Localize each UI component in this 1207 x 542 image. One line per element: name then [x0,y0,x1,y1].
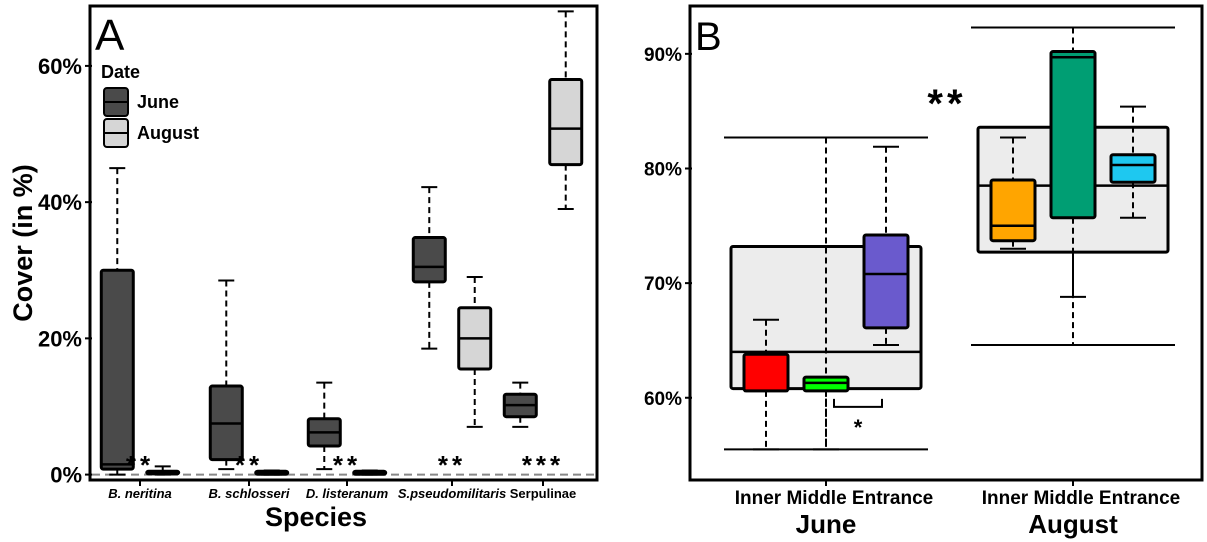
panel-a-significance: ** [126,450,154,480]
panel-b-ytick-label: 60% [644,389,682,410]
panel-b-label: B [695,15,722,59]
panel-a-significance: ** [438,450,466,480]
panel-a-xlabel: Species [265,502,367,532]
panel-a-ytick-label: 0% [50,463,82,488]
panel-b-ytick-label: 70% [644,274,682,295]
panel-b-pair-bracket [833,398,883,408]
panel-a-category-label: B. neritina [108,486,172,501]
panel-a-ytick-label: 20% [38,326,82,351]
panel-b-group-label: June [796,509,857,539]
panel-a-ylabel: Cover (in %) [8,164,38,322]
legend-title: Date [101,62,140,82]
panel-b-plot: 60%70%80%90%***Inner Middle EntranceJune… [644,26,1180,539]
panel-b-ytick-label: 80% [644,159,682,180]
panel-b-subcategory-labels: Inner Middle Entrance [735,488,933,509]
panel-a-june-0-box [99,268,135,471]
panel-b-pair-significance: * [854,415,863,440]
panel-a-plot: 0% 20% 40% 60% B. neritina ** B. schlosseri ** D… [38,10,595,501]
panel-a-august-4-box [548,78,584,167]
panel-a-significance: *** [522,450,564,480]
panel-a-significance: ** [333,450,361,480]
panel-b-august-middle-box [1049,50,1097,220]
panel-b-group-significance: ** [927,82,966,126]
panel-a-significance: ** [235,450,263,480]
panel-a-category-label: B. schlosseri [209,486,290,501]
panel-b-group-label: August [1028,509,1118,539]
panel-a-category-label: D. listeranum [306,486,389,501]
panel-b-august-entrance-box [1109,153,1157,184]
legend-label-august: August [137,123,199,143]
panel-a-category-label: S.pseudomilitaris [398,486,506,501]
panel-b-august-inner-box [989,178,1037,243]
panel-a-ytick-label: 60% [38,54,82,79]
panel-a-category-label: Serpulinae [510,486,576,501]
panel-a-ytick-label: 40% [38,190,82,215]
legend-label-june: June [137,92,179,112]
panel-b-subcategory-labels: Inner Middle Entrance [982,488,1180,509]
panel-b-ytick-label: 90% [644,45,682,66]
panel-b-june-entrance-box [862,233,910,330]
panel-a-label: A [95,11,125,60]
panel-a-june-3-box [411,236,447,284]
panel-b-june-inner-box [742,352,790,393]
